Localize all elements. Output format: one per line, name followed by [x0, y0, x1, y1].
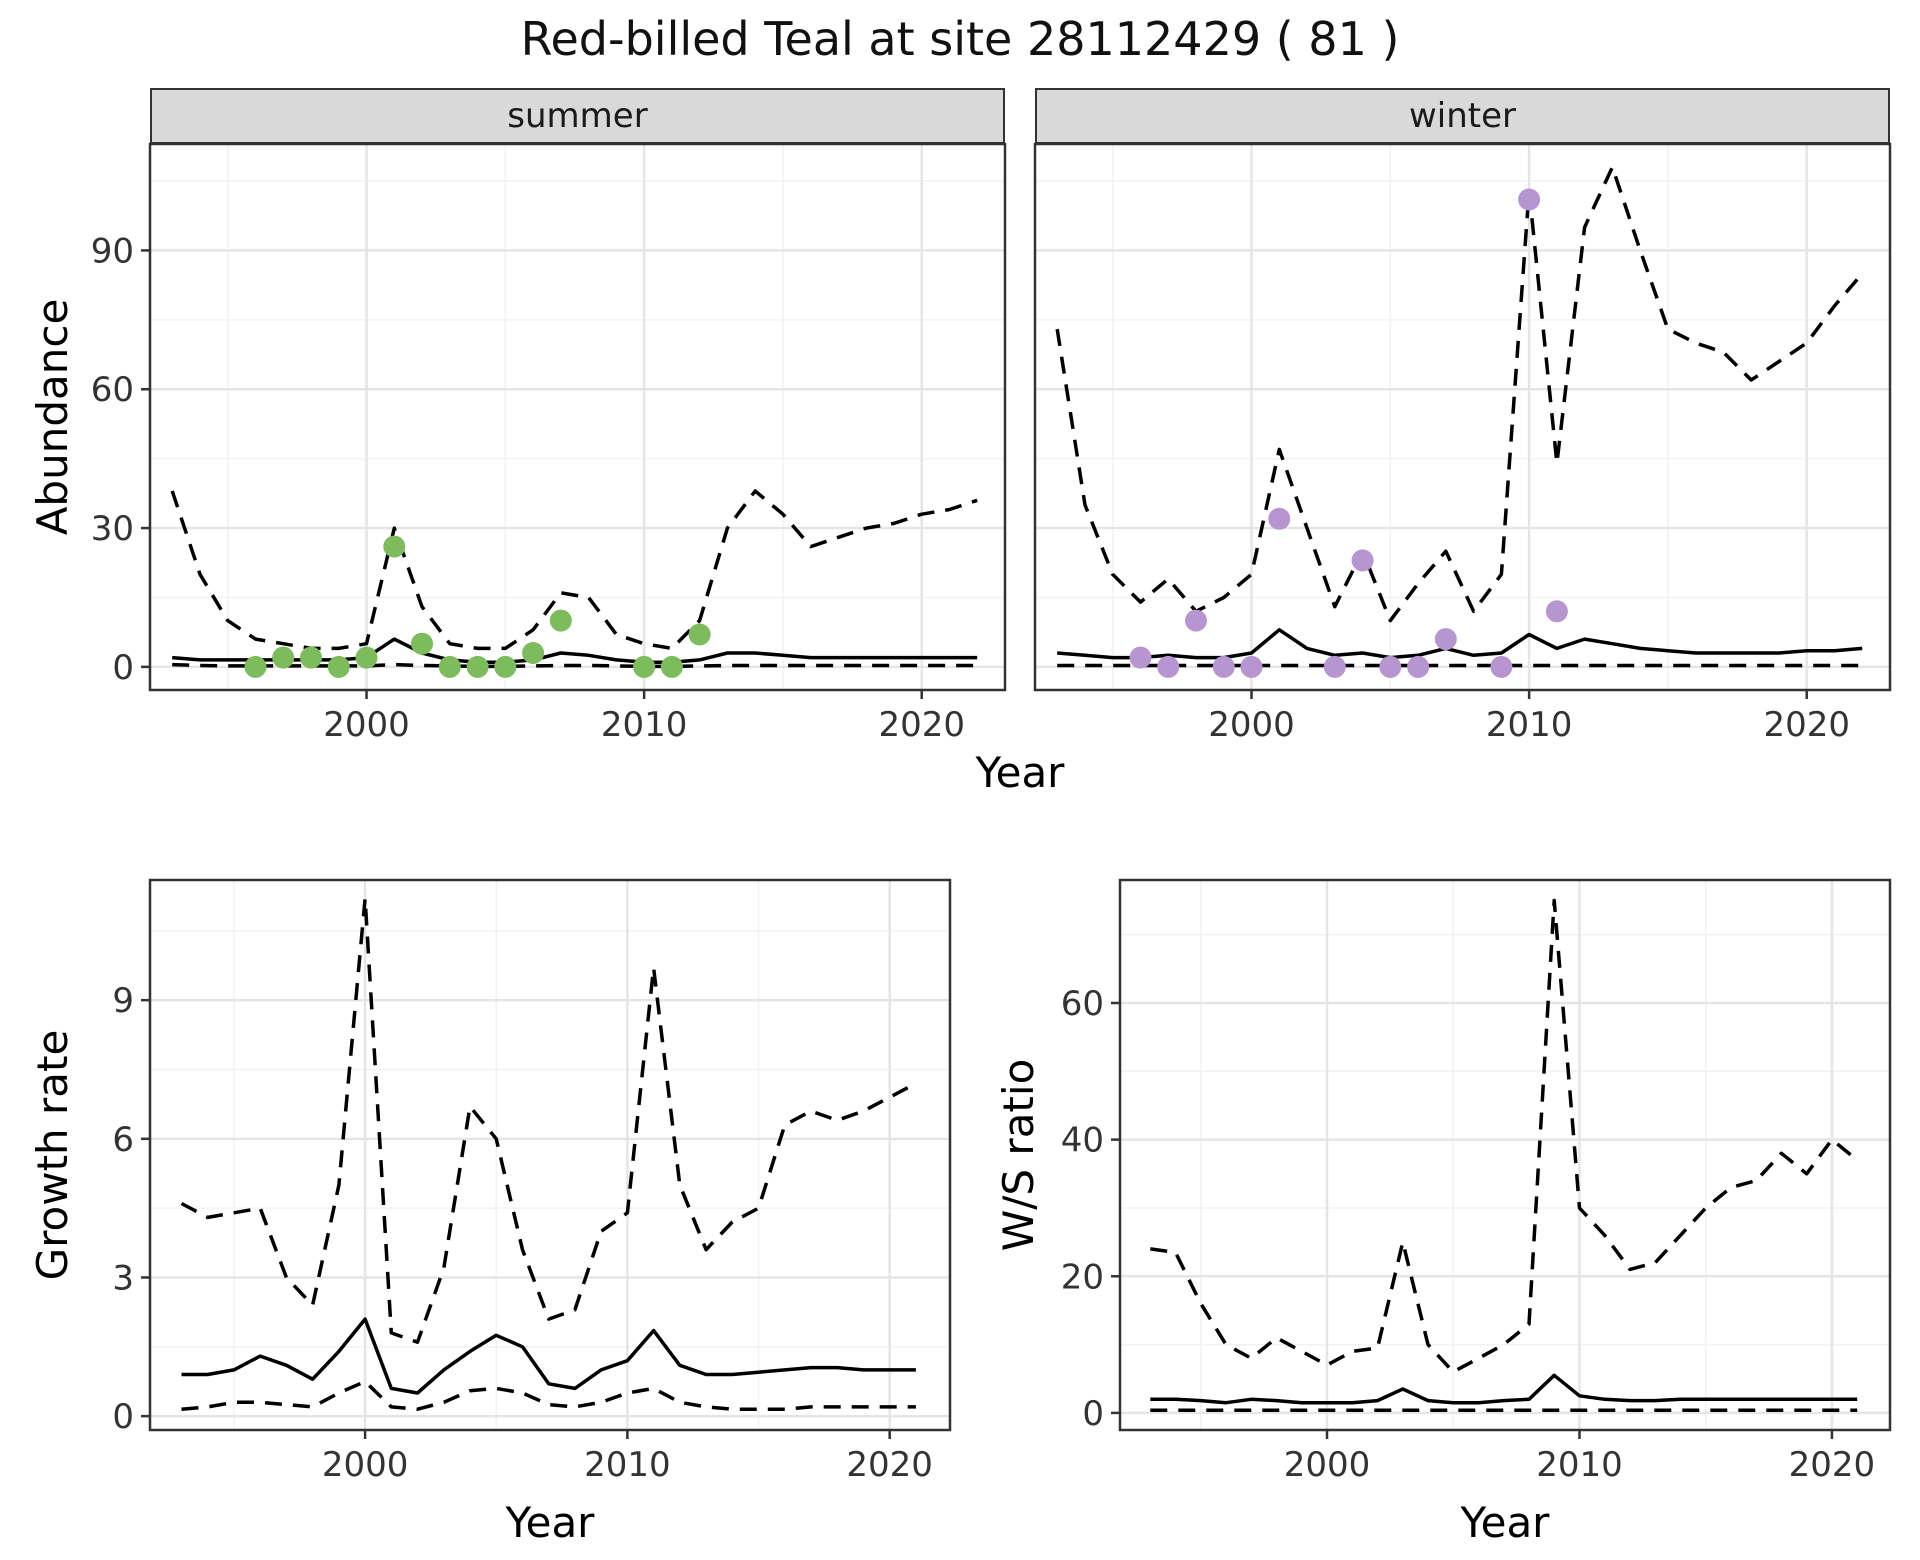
x-axis-label-year-top: Year [975, 748, 1065, 797]
svg-text:9: 9 [112, 981, 134, 1021]
panel-abundance-summer: 2000 2010 2020 0 30 60 90 [91, 142, 1007, 745]
axis-ticks: 2000 2010 2020 [1208, 690, 1850, 745]
svg-text:2020: 2020 [1789, 1445, 1876, 1485]
svg-text:2020: 2020 [878, 705, 965, 745]
svg-text:3: 3 [112, 1258, 134, 1298]
svg-text:2000: 2000 [322, 1445, 409, 1485]
svg-text:40: 40 [1061, 1121, 1104, 1161]
series-upper_ci [1150, 898, 1859, 1374]
series-median [1057, 628, 1863, 660]
panel-abundance-winter: 2000 2010 2020 [1033, 142, 1892, 745]
points-observed_counts [1129, 188, 1568, 678]
axis-ticks: 2000 2010 2020 0 3 6 9 [112, 981, 933, 1485]
facet-strip-summer: summer [150, 88, 1005, 144]
svg-text:2010: 2010 [601, 705, 688, 745]
svg-text:6: 6 [112, 1120, 134, 1160]
facet-strip-winter: winter [1035, 88, 1890, 144]
svg-text:2000: 2000 [323, 705, 410, 745]
series-lower_ci [172, 662, 978, 669]
svg-text:0: 0 [1082, 1394, 1104, 1434]
svg-text:2020: 2020 [1763, 705, 1850, 745]
series-lines [180, 896, 917, 1411]
points-observed_counts [244, 535, 711, 678]
svg-text:60: 60 [1061, 984, 1104, 1024]
svg-text:30: 30 [91, 509, 134, 549]
series-upper_ci [180, 896, 917, 1344]
x-axis-label-year-growth: Year [505, 1498, 595, 1547]
svg-text:2000: 2000 [1284, 1445, 1371, 1485]
gridlines [1120, 880, 1890, 1430]
svg-text:0: 0 [112, 1397, 134, 1437]
series-lines [1055, 165, 1864, 668]
svg-text:90: 90 [91, 231, 134, 271]
chart-title: Red-billed Teal at site 28112429 ( 81 ) [520, 12, 1400, 66]
series-upper_ci [170, 489, 978, 651]
svg-text:60: 60 [91, 370, 134, 410]
svg-text:2010: 2010 [1536, 1445, 1623, 1485]
svg-text:2010: 2010 [1486, 705, 1573, 745]
series-lower_ci [181, 1379, 916, 1411]
series-median [181, 1317, 916, 1395]
svg-text:20: 20 [1061, 1257, 1104, 1297]
svg-text:2010: 2010 [584, 1445, 671, 1485]
axis-ticks: 2000 2010 2020 0 20 40 60 [1061, 984, 1875, 1485]
series-median [1150, 1373, 1858, 1405]
y-axis-label-ws-ratio: W/S ratio [994, 1058, 1043, 1252]
panel-growth-rate: 2000 2010 2020 0 3 6 9 [112, 878, 952, 1485]
series-upper_ci [1055, 165, 1864, 623]
axis-ticks: 2000 2010 2020 0 30 60 90 [91, 231, 965, 745]
series-lines [1150, 898, 1859, 1412]
gridlines [1035, 144, 1890, 690]
svg-text:2000: 2000 [1208, 705, 1295, 745]
panel-ws-ratio: 2000 2010 2020 0 20 40 60 [1061, 878, 1892, 1485]
x-axis-label-year-ws: Year [1460, 1498, 1550, 1547]
svg-text:2020: 2020 [846, 1445, 933, 1485]
gridlines [150, 880, 950, 1430]
svg-text:0: 0 [112, 648, 134, 688]
